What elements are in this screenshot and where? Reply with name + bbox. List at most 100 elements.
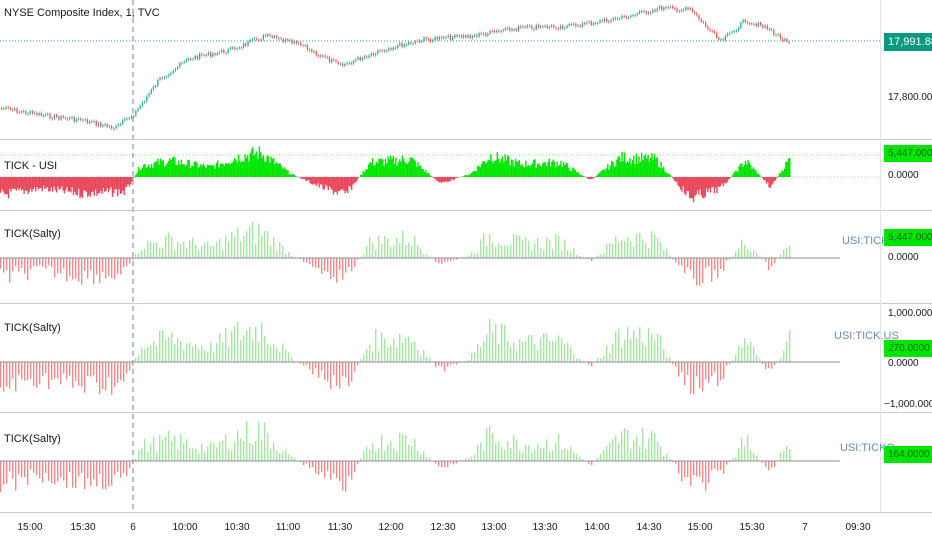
price-candle bbox=[12, 109, 14, 111]
salty-tick-us-histogram-bar bbox=[171, 332, 173, 362]
salty-tick-pane-title[interactable]: TICK(Salty) bbox=[4, 228, 61, 240]
price-candle bbox=[500, 30, 502, 32]
tick-usi-area-bar bbox=[425, 170, 427, 177]
tick-usi-area-bar bbox=[200, 164, 202, 177]
price-candle bbox=[137, 108, 139, 111]
price-candle bbox=[71, 117, 73, 119]
pane-divider[interactable] bbox=[0, 412, 932, 413]
salty-tick-histogram-bar bbox=[489, 234, 491, 258]
tick-usi-area-bar bbox=[609, 165, 612, 177]
salty-tick-us-histogram-bar bbox=[456, 362, 458, 365]
salty-tick-histogram-bar bbox=[327, 258, 329, 272]
pane-divider[interactable] bbox=[0, 210, 932, 211]
tick-usi-area-bar bbox=[50, 177, 53, 188]
tick-usi-area-bar bbox=[655, 158, 657, 177]
price-candle bbox=[524, 26, 526, 28]
tick-usi-area-bar bbox=[787, 158, 790, 177]
tick-usi-area-bar bbox=[650, 157, 652, 177]
salty-tick-histogram-bar bbox=[135, 253, 137, 258]
price-candle bbox=[742, 19, 744, 23]
tick-usi-area-bar bbox=[708, 177, 710, 189]
salty-tick-us-histogram-bar bbox=[84, 362, 86, 393]
salty-tick-histogram-bar bbox=[399, 242, 401, 258]
salty-tickq-histogram-bar bbox=[504, 449, 506, 461]
salty-tick-us-histogram-bar bbox=[408, 336, 410, 362]
tick-usi-area-bar bbox=[247, 155, 249, 177]
salty-tick-us-histogram-bar bbox=[18, 362, 20, 376]
main-pane-title[interactable]: NYSE Composite Index, 1, TVC bbox=[4, 7, 160, 19]
price-candle bbox=[150, 89, 152, 94]
time-axis-label: 7 bbox=[802, 522, 808, 533]
tick-usi-area-bar bbox=[32, 177, 34, 190]
tick-usi-area-bar bbox=[456, 177, 458, 178]
price-candle bbox=[174, 68, 177, 71]
tick-usi-area-bar bbox=[427, 173, 430, 177]
pane-divider[interactable] bbox=[0, 139, 932, 140]
salty-tickq-histogram-bar bbox=[579, 456, 581, 461]
tick-usi-area-bar bbox=[393, 163, 396, 177]
salty-tick-histogram-bar bbox=[69, 258, 71, 276]
salty-tick-us-histogram-bar bbox=[63, 362, 65, 374]
price-candle bbox=[489, 30, 491, 34]
salty-tick-us-histogram-bar bbox=[546, 333, 548, 362]
salty-tick-histogram-bar bbox=[609, 243, 611, 258]
tick-usi-area-bar bbox=[232, 161, 235, 177]
price-candle bbox=[625, 16, 628, 19]
price-candle bbox=[100, 122, 102, 127]
tick-usi-area-bar bbox=[23, 177, 25, 194]
salty-tick-histogram-bar bbox=[21, 258, 23, 268]
tick-usi-area-bar bbox=[360, 174, 362, 177]
salty-tick-us-histogram-bar bbox=[246, 329, 248, 362]
tick-usi-area-bar bbox=[773, 177, 775, 182]
salty-tickq-histogram-bar bbox=[501, 447, 503, 461]
tick-usi-area-bar bbox=[464, 175, 466, 177]
salty-tickq-histogram-bar bbox=[705, 461, 707, 492]
tick-usi-area-bar bbox=[614, 166, 617, 177]
tick-usi-area-bar bbox=[26, 177, 28, 191]
salty-tick-histogram-bar bbox=[441, 258, 443, 264]
salty-tick-us-histogram-bar bbox=[306, 362, 308, 365]
price-candle bbox=[456, 34, 458, 37]
last-price-tag: 17,991.8823 bbox=[884, 33, 932, 51]
price-candle bbox=[289, 39, 291, 41]
price-candle bbox=[335, 60, 337, 63]
price-candle bbox=[551, 25, 553, 27]
salty-tick-us-zero-label: 0.0000 bbox=[888, 358, 919, 369]
tick-usi-area-bar bbox=[37, 177, 40, 190]
salty-tickq-histogram-bar bbox=[225, 434, 227, 461]
tick-usi-area-bar bbox=[405, 163, 407, 177]
salty-tickq-histogram-bar bbox=[654, 432, 656, 461]
salty-tickq-pane-title[interactable]: TICK(Salty) bbox=[4, 433, 61, 445]
price-candle bbox=[243, 43, 245, 48]
salty-tick-us-histogram-bar bbox=[519, 338, 521, 362]
salty-tick-histogram-bar bbox=[564, 239, 566, 258]
salty-tick-histogram-bar bbox=[642, 239, 644, 258]
tick-usi-area-bar bbox=[507, 155, 509, 177]
tick-usi-area-bar bbox=[525, 160, 527, 177]
price-candle bbox=[372, 53, 375, 56]
tick-usi-area-bar bbox=[504, 154, 506, 177]
price-candle bbox=[190, 58, 192, 60]
salty-tickq-histogram-bar bbox=[789, 448, 791, 461]
price-candle bbox=[533, 28, 535, 30]
pane-divider[interactable] bbox=[0, 303, 932, 304]
salty-tick-histogram-bar bbox=[39, 258, 41, 266]
tick-usi-pane-title[interactable]: TICK - USI bbox=[4, 160, 58, 172]
tick-usi-area-bar bbox=[637, 163, 639, 177]
salty-tick-us-histogram-bar bbox=[477, 344, 479, 362]
tick-usi-area-bar bbox=[483, 161, 485, 177]
salty-tick-us-histogram-bar bbox=[345, 362, 347, 378]
salty-tick-us-histogram-bar bbox=[507, 340, 509, 362]
tick-usi-area-bar bbox=[659, 167, 661, 177]
price-candle bbox=[755, 23, 757, 27]
price-candle bbox=[379, 50, 381, 52]
salty-tick-us-pane-title[interactable]: TICK(Salty) bbox=[4, 322, 61, 334]
salty-tick-histogram-bar bbox=[282, 245, 284, 258]
tick-usi-value-tag: 5,447.0000 bbox=[884, 145, 932, 162]
price-candle bbox=[645, 11, 647, 14]
pane-divider[interactable] bbox=[0, 512, 932, 513]
tick-usi-area-bar bbox=[451, 177, 453, 179]
salty-tickq-histogram-bar bbox=[516, 439, 518, 461]
